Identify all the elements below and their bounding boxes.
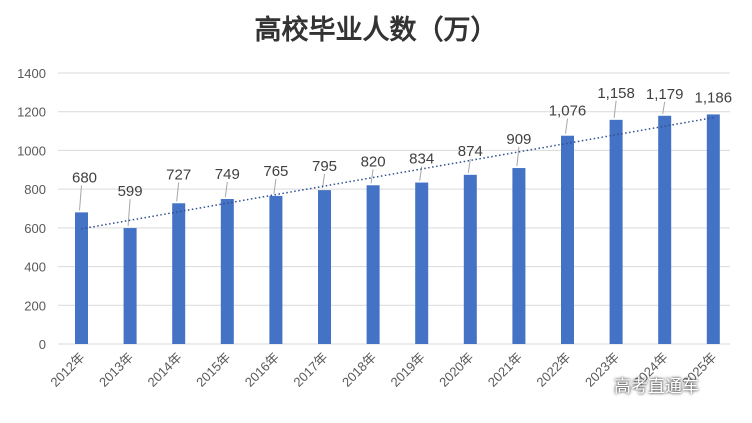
x-tick-label: 2022年 [533, 350, 573, 390]
y-tick-label: 600 [24, 221, 46, 236]
bar [658, 115, 672, 344]
bar [172, 203, 186, 344]
bar [561, 135, 574, 344]
bar [512, 168, 526, 344]
leader-line [565, 118, 568, 134]
leader-line [79, 185, 82, 211]
x-tick-label: 2018年 [339, 350, 379, 390]
x-tick-label: 2017年 [290, 350, 330, 390]
data-label: 874 [458, 143, 483, 160]
y-tick-label: 200 [24, 298, 46, 313]
x-tick-label: 2013年 [96, 350, 136, 390]
leader-line [224, 181, 228, 198]
leader-line [516, 146, 520, 167]
bar [415, 182, 429, 344]
data-label: 680 [72, 169, 97, 186]
x-tick-label: 2021年 [485, 350, 525, 390]
bar [463, 174, 477, 344]
bar [75, 212, 88, 344]
watermark-text: 高考直通车 [614, 377, 699, 397]
y-tick-label: 400 [24, 260, 46, 275]
y-tick-label: 1000 [17, 143, 46, 158]
data-label: 765 [263, 163, 288, 180]
leader-line [613, 100, 617, 118]
x-tick-label: 2016年 [242, 350, 282, 390]
data-label: 1,158 [597, 85, 635, 102]
y-tick-label: 1200 [17, 105, 46, 120]
bar [609, 119, 623, 344]
leader-line [467, 158, 471, 173]
bar [269, 195, 283, 344]
trendline [81, 116, 714, 230]
bar [706, 114, 720, 344]
data-label: 834 [409, 151, 434, 168]
data-label: 749 [215, 166, 240, 183]
x-tick-label: 2015年 [193, 350, 233, 390]
leader-line [662, 101, 666, 114]
leader-line [176, 182, 180, 202]
y-tick-label: 0 [39, 337, 46, 352]
leader-line [273, 178, 277, 194]
chart-title: 高校毕业人数（万） [254, 15, 498, 46]
leader-line [370, 169, 374, 184]
data-label: 727 [166, 166, 191, 183]
data-label: 1,186 [695, 89, 733, 106]
bar [123, 228, 137, 344]
data-label: 820 [361, 153, 386, 170]
x-tick-label: 2020年 [436, 350, 476, 390]
data-label: 1,076 [549, 103, 587, 120]
bar [366, 185, 380, 344]
data-label: 1,179 [646, 86, 684, 103]
y-tick-label: 800 [24, 182, 46, 197]
x-tick-label: 2019年 [388, 350, 428, 390]
x-tick-label: 2012年 [47, 350, 87, 390]
bar [220, 199, 234, 344]
data-label: 599 [118, 183, 143, 200]
data-label: 909 [506, 131, 531, 148]
data-label: 795 [312, 158, 337, 175]
bar [318, 190, 331, 344]
x-tick-label: 2014年 [145, 350, 185, 390]
leader-line [127, 199, 131, 227]
y-tick-label: 1400 [17, 66, 46, 81]
